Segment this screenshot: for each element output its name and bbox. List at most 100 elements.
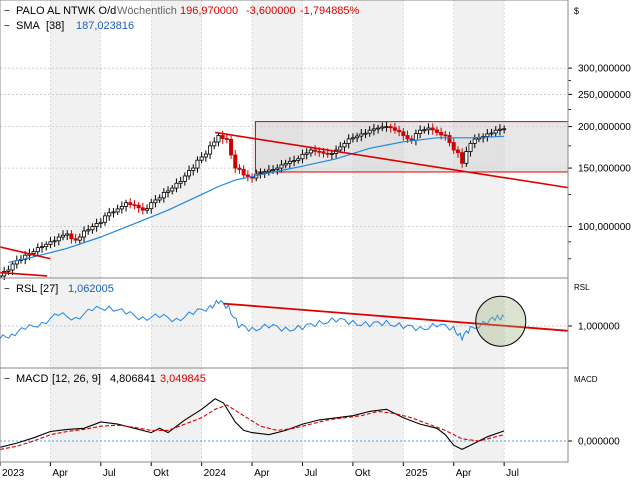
candle-body[interactable] [317,150,322,153]
candle-body[interactable] [94,223,99,227]
candle-body[interactable] [35,247,40,253]
candle-body[interactable] [82,230,87,238]
sma-line[interactable] [8,135,505,263]
candle-body[interactable] [308,149,313,154]
candle-body[interactable] [44,243,49,248]
candle-body[interactable] [153,199,158,204]
candle-body[interactable] [136,204,141,209]
candle-body[interactable] [229,138,234,156]
candle-body[interactable] [447,135,452,144]
candle-body[interactable] [73,238,78,241]
candle-body[interactable] [140,207,145,211]
candle-body[interactable] [313,149,318,152]
candle-body[interactable] [31,251,36,255]
collapse-icon[interactable]: − [4,374,10,385]
candle-body[interactable] [128,202,133,206]
candle-body[interactable] [426,127,431,131]
candle-body[interactable] [493,129,498,134]
candle-body[interactable] [451,142,456,151]
candle-body[interactable] [329,153,334,155]
candle-body[interactable] [392,127,397,131]
candle-body[interactable] [52,240,57,243]
candle-body[interactable] [346,138,351,144]
candle-body[interactable] [203,153,208,158]
candle-body[interactable] [212,141,217,147]
candle-body[interactable] [98,221,103,224]
candle-body[interactable] [405,135,410,140]
candle-body[interactable] [371,128,376,131]
candle-body[interactable] [178,181,183,184]
candle-body[interactable] [56,236,61,242]
candle-body[interactable] [342,142,347,148]
candle-body[interactable] [321,151,326,154]
candle-body[interactable] [304,152,309,155]
candle-body[interactable] [468,142,473,152]
candle-body[interactable] [401,131,406,136]
candle-body[interactable] [363,132,368,135]
candle-body[interactable] [350,137,355,140]
candle-body[interactable] [388,126,393,129]
candle-body[interactable] [224,138,229,140]
candle-body[interactable] [86,229,91,232]
candle-body[interactable] [355,135,360,139]
candle-body[interactable] [77,236,82,241]
candle-body[interactable] [103,215,108,223]
candle-body[interactable] [216,135,221,143]
candle-body[interactable] [107,212,112,217]
candle-body[interactable] [23,254,28,260]
candle-body[interactable] [149,202,154,210]
candle-body[interactable] [157,197,162,201]
candle-body[interactable] [283,162,288,166]
highlight-circle[interactable] [475,295,527,347]
candle-body[interactable] [460,152,465,164]
candle-body[interactable] [266,169,271,173]
candle-body[interactable] [124,202,129,207]
rsl-line[interactable] [0,299,505,342]
candle-body[interactable] [359,133,364,137]
candle-body[interactable] [489,132,494,135]
candle-body[interactable] [233,154,238,169]
candle-body[interactable] [170,187,175,192]
rsl-panel[interactable] [0,295,569,347]
price-panel[interactable] [0,121,569,282]
candle-body[interactable] [48,241,53,245]
candle-body[interactable] [325,152,330,155]
candle-body[interactable] [241,169,246,176]
candle-body[interactable] [0,275,3,278]
candle-body[interactable] [40,246,45,249]
candle-body[interactable] [161,192,166,199]
candle-body[interactable] [115,208,120,213]
candle-body[interactable] [220,135,225,139]
candle-body[interactable] [199,156,204,161]
candle-body[interactable] [296,158,301,161]
candle-body[interactable] [258,172,263,175]
candle-body[interactable] [376,127,381,130]
candle-body[interactable] [434,129,439,133]
candle-body[interactable] [111,211,116,214]
candle-body[interactable] [166,190,171,193]
candle-body[interactable] [380,126,385,129]
candle-body[interactable] [237,167,242,170]
candle-body[interactable] [418,129,423,135]
candle-body[interactable] [439,132,444,136]
rsl-trendline[interactable] [223,302,569,332]
candle-body[interactable] [182,175,187,182]
candle-body[interactable] [279,164,284,169]
macd-signal-line[interactable] [0,404,505,450]
candle-body[interactable] [132,204,137,207]
candle-body[interactable] [292,160,297,162]
candle-body[interactable] [409,138,414,141]
candle-body[interactable] [455,149,460,154]
candle-body[interactable] [367,129,372,134]
candle-body[interactable] [338,146,343,151]
candle-body[interactable] [430,127,435,131]
candle-body[interactable] [413,133,418,141]
candle-body[interactable] [443,134,448,137]
candle-body[interactable] [287,160,292,164]
price-trendline[interactable] [0,245,51,260]
candle-body[interactable] [485,133,490,137]
candle-body[interactable] [69,233,74,240]
candle-body[interactable] [10,263,15,271]
candle-body[interactable] [245,174,250,177]
